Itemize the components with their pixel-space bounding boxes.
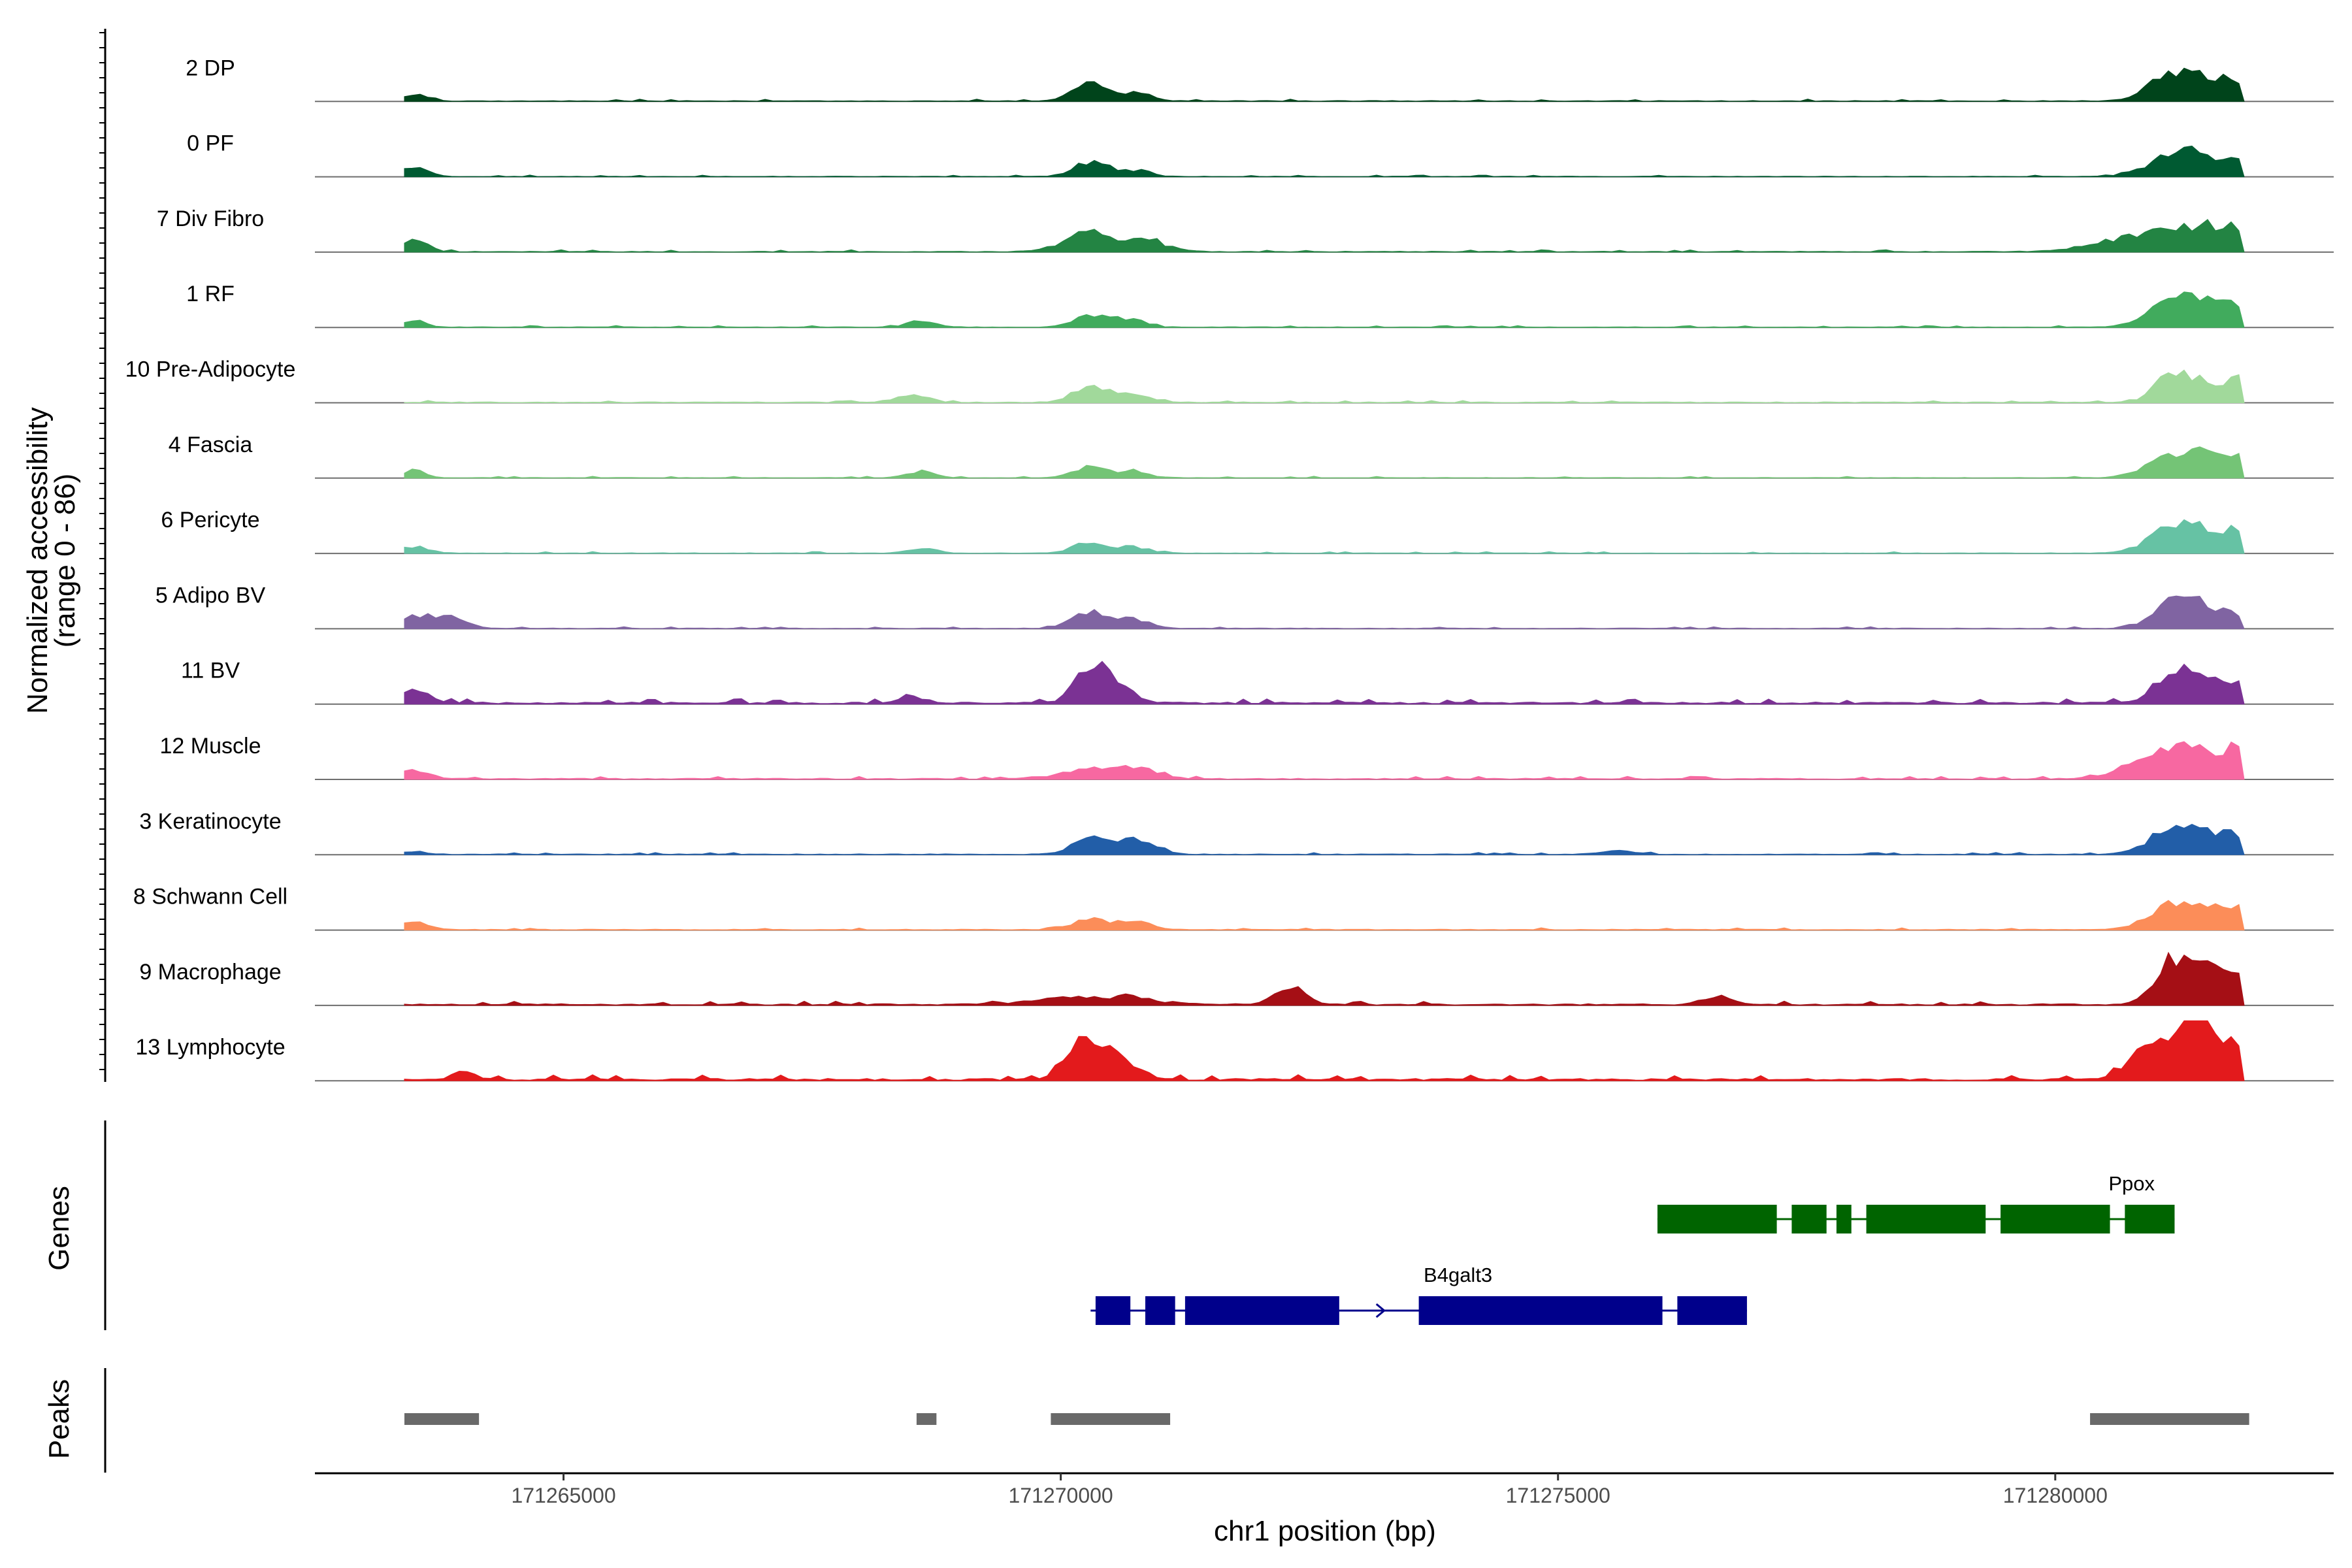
gene-exon	[1095, 1296, 1131, 1325]
gene-exon	[2001, 1205, 2110, 1233]
gene-label: B4galt3	[1424, 1264, 1492, 1286]
genes-track: Ppox B4galt3	[104, 1120, 2175, 1330]
track-label: 3 Keratinocyte	[139, 809, 281, 834]
track-label: 9 Macrophage	[139, 960, 281, 985]
track-label: 4 Fascia	[169, 433, 253, 457]
track-label: 11 BV	[181, 659, 240, 683]
coverage-track: 4 Fascia	[169, 433, 2334, 479]
y-axis-range: (range 0 - 86)	[49, 474, 81, 648]
coverage-tracks: 2 DP 0 PF 7 Div Fibro 1 RF 10 Pre-Adipocyte 4…	[99, 29, 2334, 1082]
coverage-area	[404, 219, 2245, 253]
gene-exon	[1184, 1296, 1339, 1325]
coverage-track: 0 PF	[187, 131, 2334, 178]
track-label: 0 PF	[187, 131, 234, 156]
track-label: 7 Div Fibro	[157, 206, 264, 231]
peaks-track-label: Peaks	[43, 1379, 75, 1459]
coverage-track: 10 Pre-Adipocyte	[125, 357, 2334, 404]
peak-region	[2090, 1413, 2249, 1425]
gene-model: Ppox	[1657, 1172, 2175, 1233]
coverage-track: 13 Lymphocyte	[135, 1020, 2334, 1082]
gene-exon	[1836, 1205, 1852, 1233]
coverage-track: 3 Keratinocyte	[139, 809, 2334, 856]
x-tick-label: 171280000	[2003, 1484, 2108, 1507]
coverage-area	[404, 1020, 2245, 1081]
track-label: 8 Schwann Cell	[133, 885, 287, 909]
peak-region	[404, 1413, 480, 1425]
coverage-area	[404, 519, 2245, 554]
coverage-track: 5 Adipo BV	[155, 583, 2334, 630]
gene-exon	[1677, 1296, 1747, 1325]
gene-exon	[1866, 1205, 1986, 1233]
coverage-area	[404, 661, 2245, 705]
coverage-area	[404, 951, 2245, 1006]
coverage-area	[404, 446, 2245, 479]
track-label: 12 Muscle	[160, 734, 261, 759]
gene-exon	[1657, 1205, 1777, 1233]
coverage-track: 11 BV	[181, 659, 2334, 705]
coverage-track: 6 Pericyte	[161, 508, 2334, 555]
coverage-track: 2 DP	[186, 56, 2334, 103]
coverage-area	[404, 67, 2245, 102]
coverage-area	[404, 741, 2245, 780]
gene-exon	[2125, 1205, 2175, 1233]
peaks-track	[104, 1368, 2249, 1473]
coverage-area	[404, 823, 2245, 855]
coverage-area	[404, 369, 2245, 403]
track-label: 6 Pericyte	[161, 508, 259, 532]
coverage-area	[404, 595, 2245, 629]
x-axis-title: chr1 position (bp)	[1214, 1515, 1436, 1547]
gene-exon	[1145, 1296, 1175, 1325]
track-label: 1 RF	[186, 282, 235, 306]
genes-track-label: Genes	[43, 1186, 75, 1271]
coverage-track: 7 Div Fibro	[157, 206, 2334, 253]
y-axis-title: Normalized accessibility	[22, 407, 54, 713]
coverage-area	[404, 145, 2245, 178]
track-label: 13 Lymphocyte	[135, 1035, 285, 1060]
coverage-area	[404, 900, 2245, 931]
gene-exon	[1418, 1296, 1663, 1325]
coverage-area	[404, 291, 2245, 328]
peak-region	[1051, 1413, 1171, 1425]
peak-region	[916, 1413, 937, 1425]
x-tick-label: 171275000	[1506, 1484, 1610, 1507]
x-tick-label: 171265000	[511, 1484, 615, 1507]
coverage-track: 12 Muscle	[160, 734, 2334, 780]
track-label: 5 Adipo BV	[155, 583, 266, 608]
coverage-track: 9 Macrophage	[139, 951, 2334, 1006]
coverage-track: 1 RF	[186, 282, 2334, 329]
coverage-track: 8 Schwann Cell	[133, 885, 2334, 931]
track-label: 10 Pre-Adipocyte	[125, 357, 296, 382]
track-label: 2 DP	[186, 56, 235, 80]
gene-label: Ppox	[2108, 1172, 2155, 1195]
x-tick-label: 171270000	[1009, 1484, 1113, 1507]
strand-arrow	[1375, 1303, 1386, 1318]
x-axis: 171265000 171270000 171275000 171280000	[315, 1472, 2334, 1507]
gene-model: B4galt3	[1090, 1264, 1747, 1325]
gene-exon	[1791, 1205, 1827, 1233]
